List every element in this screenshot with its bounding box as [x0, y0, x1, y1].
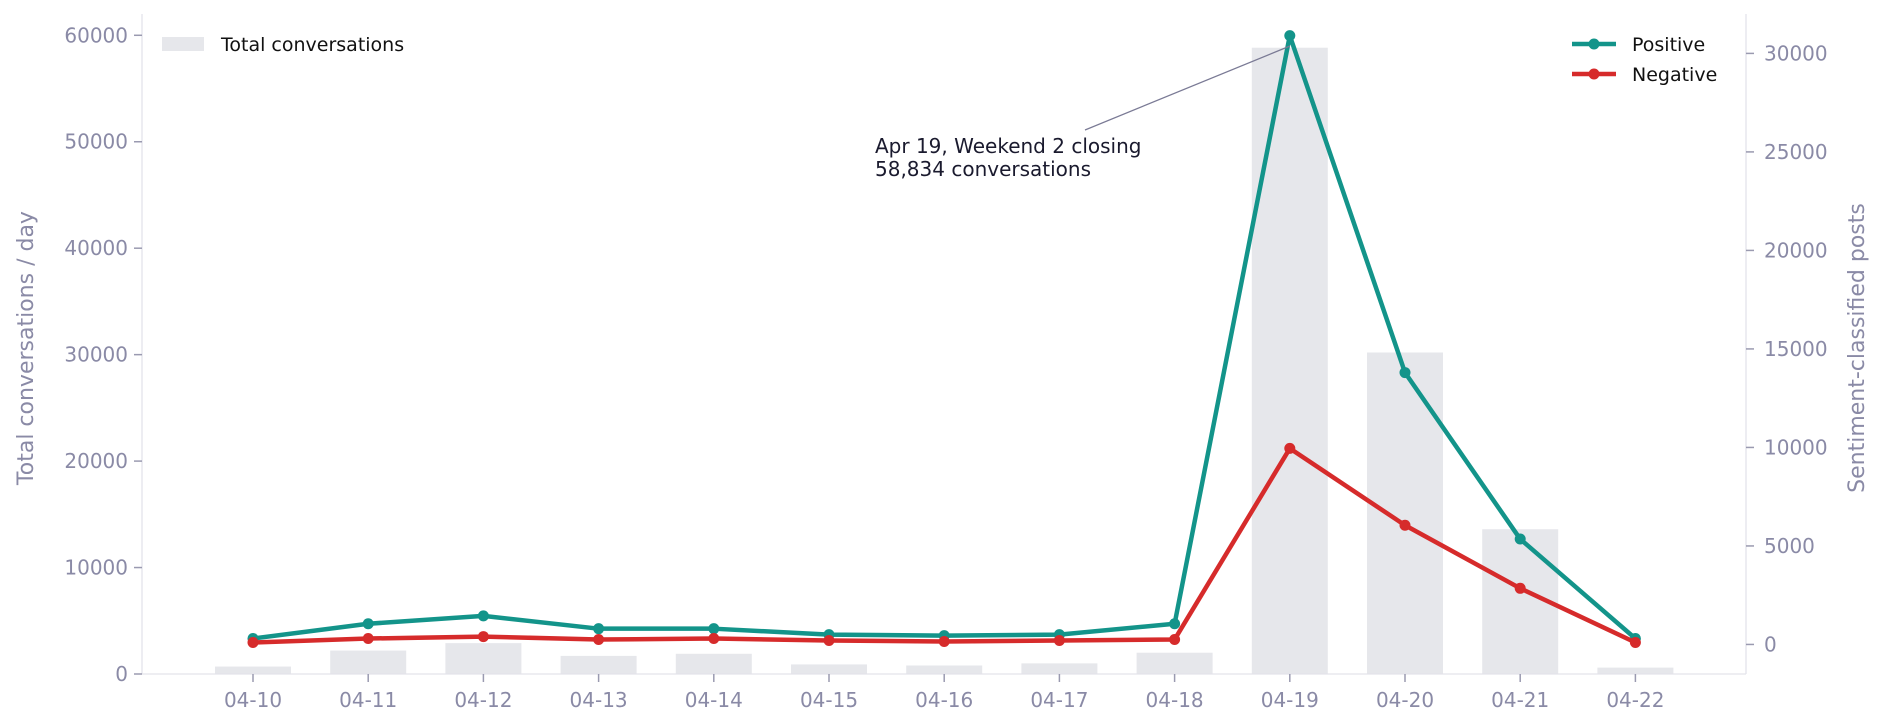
- right-tick-label: 15000: [1764, 337, 1828, 361]
- point-negative-04-18: [1169, 634, 1181, 646]
- right-axis-title: Sentiment-classified posts: [1845, 203, 1870, 493]
- x-tick-label: 04-22: [1606, 688, 1664, 712]
- point-positive-04-19: [1284, 30, 1296, 42]
- x-tick-label: 04-11: [339, 688, 397, 712]
- left-tick-label: 50000: [64, 130, 128, 154]
- right-tick-label: 0: [1764, 632, 1777, 656]
- axes-layer: 0 10000 20000 30000 40000 50000 60000 0 5000 1000…: [64, 14, 1828, 712]
- legend-sentiment: Positive Negative: [1572, 34, 1717, 86]
- bar-04-14: [675, 653, 752, 674]
- right-tick-label: 10000: [1764, 435, 1828, 459]
- point-positive-04-11: [362, 618, 374, 630]
- bar-04-22: [1597, 667, 1674, 674]
- x-tick-label: 04-18: [1146, 688, 1204, 712]
- right-tick-label: 5000: [1764, 534, 1815, 558]
- legend-label-total: Total conversations: [220, 34, 404, 56]
- left-tick-label: 40000: [64, 236, 128, 260]
- left-tick-label: 10000: [64, 556, 128, 580]
- left-tick-label: 60000: [64, 23, 128, 47]
- point-positive-04-21: [1514, 533, 1526, 545]
- x-tick-label: 04-20: [1376, 688, 1434, 712]
- point-positive-04-18: [1169, 618, 1181, 630]
- bar-04-15: [791, 664, 867, 674]
- point-negative-04-17: [1053, 635, 1065, 647]
- point-negative-04-21: [1514, 582, 1526, 594]
- bar-04-13: [560, 655, 637, 674]
- bars-layer: [215, 47, 1674, 675]
- x-tick-label: 04-15: [800, 688, 858, 712]
- bar-04-19: [1251, 47, 1328, 675]
- bar-04-12: [445, 643, 522, 674]
- point-negative-04-13: [593, 634, 605, 646]
- point-positive-04-14: [708, 623, 720, 635]
- bar-04-11: [330, 650, 407, 674]
- annotation-line-2: 58,834 conversations: [875, 157, 1091, 181]
- left-tick-label: 20000: [64, 449, 128, 473]
- x-tick-label: 04-10: [224, 688, 282, 712]
- bar-04-16: [906, 665, 983, 674]
- left-axis-title: Total conversations / day: [14, 211, 39, 486]
- point-negative-04-10: [247, 636, 259, 648]
- annotation-leader-line: [1084, 45, 1291, 131]
- legend-negative-marker: [1588, 68, 1600, 80]
- legend-bar-swatch: [162, 37, 204, 51]
- bar-04-18: [1136, 652, 1213, 674]
- point-negative-04-12: [477, 631, 489, 643]
- legend-total-conversations: Total conversations: [162, 34, 404, 56]
- x-tick-label: 04-16: [915, 688, 973, 712]
- lines-layer: [247, 30, 1641, 648]
- point-negative-04-22: [1629, 636, 1641, 648]
- bar-04-10: [215, 666, 291, 674]
- peak-annotation: Apr 19, Weekend 2 closing 58,834 convers…: [875, 45, 1291, 181]
- point-positive-04-13: [593, 623, 605, 635]
- x-tick-label: 04-13: [570, 688, 628, 712]
- legend-label-negative: Negative: [1632, 64, 1717, 86]
- point-negative-04-11: [362, 633, 374, 645]
- point-negative-04-15: [823, 635, 835, 647]
- annotation-line-1: Apr 19, Weekend 2 closing: [875, 134, 1141, 158]
- legend-positive-marker: [1588, 38, 1600, 50]
- right-tick-label: 25000: [1764, 140, 1828, 164]
- point-negative-04-16: [938, 635, 950, 647]
- x-tick-label: 04-19: [1261, 688, 1319, 712]
- point-positive-04-12: [477, 610, 489, 622]
- left-tick-label: 30000: [64, 343, 128, 367]
- right-tick-label: 30000: [1764, 41, 1828, 65]
- x-tick-label: 04-17: [1030, 688, 1088, 712]
- point-negative-04-14: [708, 633, 720, 645]
- point-negative-04-20: [1399, 519, 1411, 531]
- x-tick-label: 04-12: [454, 688, 512, 712]
- point-positive-04-20: [1399, 367, 1411, 379]
- point-negative-04-19: [1284, 442, 1296, 454]
- bar-04-20: [1367, 352, 1443, 674]
- x-tick-label: 04-14: [685, 688, 743, 712]
- left-tick-label: 0: [115, 662, 128, 686]
- legend-label-positive: Positive: [1632, 34, 1705, 56]
- x-tick-label: 04-21: [1491, 688, 1549, 712]
- right-tick-label: 20000: [1764, 238, 1828, 262]
- bar-04-17: [1021, 663, 1098, 674]
